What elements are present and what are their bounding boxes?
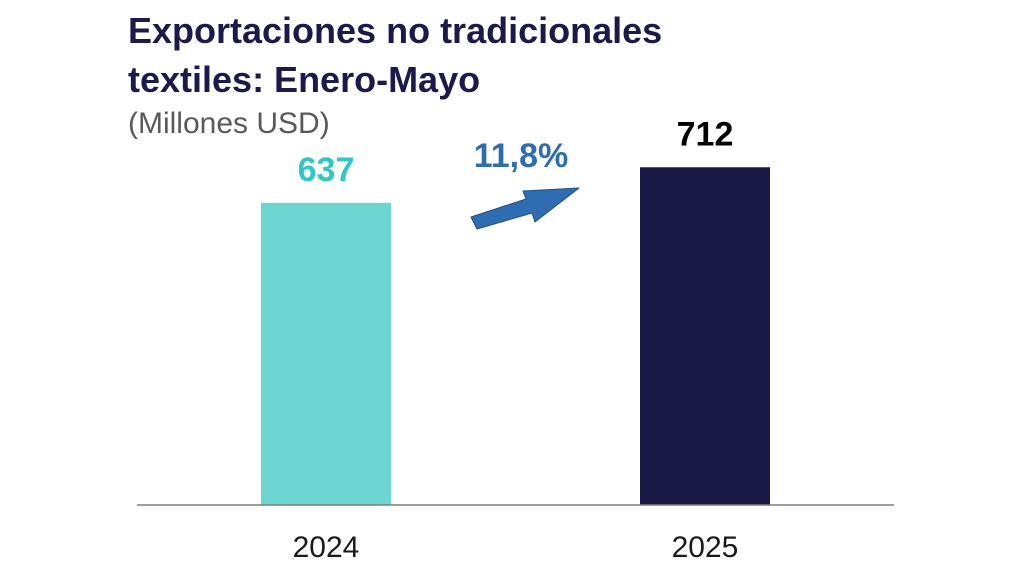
x-tick-label-2025: 2025 xyxy=(672,531,739,564)
data-label-2025: 712 xyxy=(677,115,734,153)
chart-title-line-1: Exportaciones no tradicionales xyxy=(128,10,663,51)
bar-2024 xyxy=(261,202,391,506)
x-tick-label-2024: 2024 xyxy=(293,531,360,564)
chart-subtitle: (Millones USD) xyxy=(128,107,330,140)
up-right-arrow-icon xyxy=(470,187,580,230)
growth-label: 11,8% xyxy=(474,137,569,175)
chart-title: Exportaciones no tradicionales textiles:… xyxy=(128,6,828,104)
data-label-2024: 637 xyxy=(298,151,355,189)
bar-2025 xyxy=(640,167,770,505)
chart-title-line-2: textiles: Enero-Mayo xyxy=(128,59,481,100)
